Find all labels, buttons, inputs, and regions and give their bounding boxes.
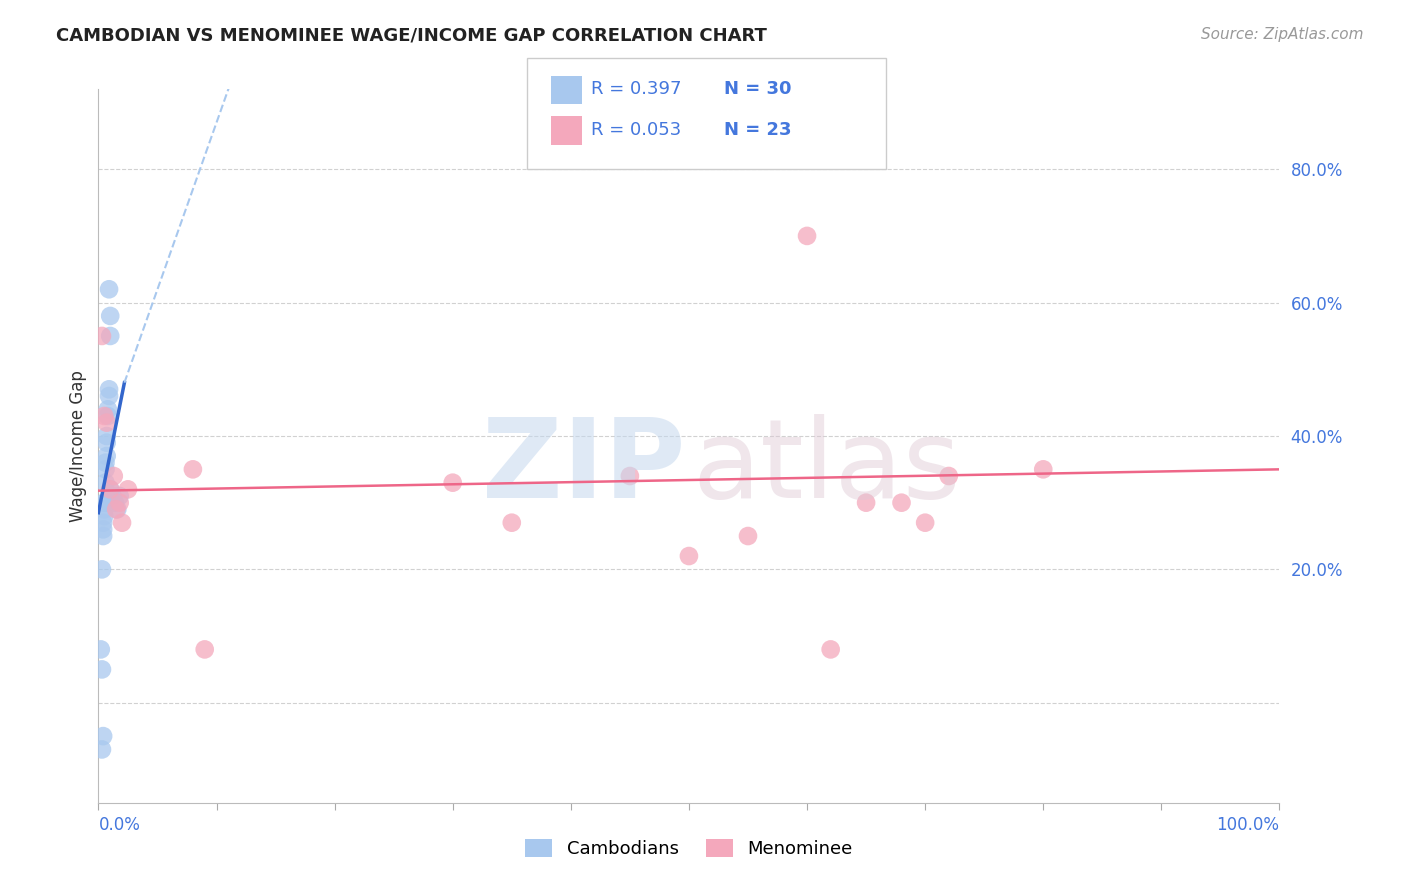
- Text: atlas: atlas: [693, 414, 960, 521]
- Point: [103, 469, 125, 483]
- Point: [93, 502, 115, 516]
- Point: [91, 529, 114, 543]
- Point: [938, 469, 960, 483]
- Point: [108, 489, 131, 503]
- Point: [93, 509, 115, 524]
- Point: [91, 562, 114, 576]
- Point: [98, 329, 121, 343]
- Point: [820, 642, 842, 657]
- Point: [678, 549, 700, 563]
- Point: [98, 389, 121, 403]
- Point: [96, 449, 118, 463]
- Point: [97, 409, 120, 423]
- Point: [91, 516, 114, 530]
- Point: [98, 309, 121, 323]
- Point: [91, 329, 114, 343]
- Point: [98, 483, 121, 497]
- Text: N = 23: N = 23: [724, 121, 792, 139]
- Point: [91, 742, 114, 756]
- Point: [108, 496, 131, 510]
- Point: [890, 496, 912, 510]
- Text: ZIP: ZIP: [482, 414, 685, 521]
- Point: [93, 496, 115, 510]
- Point: [96, 435, 118, 450]
- Legend: Cambodians, Menominee: Cambodians, Menominee: [517, 831, 860, 865]
- Point: [90, 642, 112, 657]
- Point: [93, 496, 115, 510]
- Y-axis label: Wage/Income Gap: Wage/Income Gap: [69, 370, 87, 522]
- Point: [97, 402, 120, 417]
- Text: R = 0.397: R = 0.397: [591, 80, 681, 98]
- Point: [441, 475, 464, 490]
- Point: [91, 729, 114, 743]
- Point: [93, 409, 115, 423]
- Point: [105, 502, 128, 516]
- Point: [501, 516, 523, 530]
- Point: [98, 282, 121, 296]
- Point: [98, 382, 121, 396]
- Point: [855, 496, 877, 510]
- Point: [98, 483, 121, 497]
- Point: [94, 475, 117, 490]
- Text: 0.0%: 0.0%: [98, 816, 141, 834]
- Point: [194, 642, 217, 657]
- Point: [105, 502, 128, 516]
- Point: [737, 529, 759, 543]
- Point: [1032, 462, 1054, 476]
- Text: CAMBODIAN VS MENOMINEE WAGE/INCOME GAP CORRELATION CHART: CAMBODIAN VS MENOMINEE WAGE/INCOME GAP C…: [56, 27, 768, 45]
- Text: N = 30: N = 30: [724, 80, 792, 98]
- Point: [94, 462, 117, 476]
- Point: [94, 456, 117, 470]
- Point: [101, 489, 124, 503]
- Point: [111, 516, 134, 530]
- Point: [914, 516, 936, 530]
- Point: [104, 496, 127, 510]
- Text: R = 0.053: R = 0.053: [591, 121, 681, 139]
- Point: [96, 416, 118, 430]
- Point: [96, 429, 118, 443]
- Point: [91, 522, 114, 536]
- Point: [796, 228, 818, 243]
- Point: [117, 483, 139, 497]
- Text: 100.0%: 100.0%: [1216, 816, 1279, 834]
- Text: Source: ZipAtlas.com: Source: ZipAtlas.com: [1201, 27, 1364, 42]
- Point: [619, 469, 641, 483]
- Point: [181, 462, 204, 476]
- Point: [91, 662, 114, 676]
